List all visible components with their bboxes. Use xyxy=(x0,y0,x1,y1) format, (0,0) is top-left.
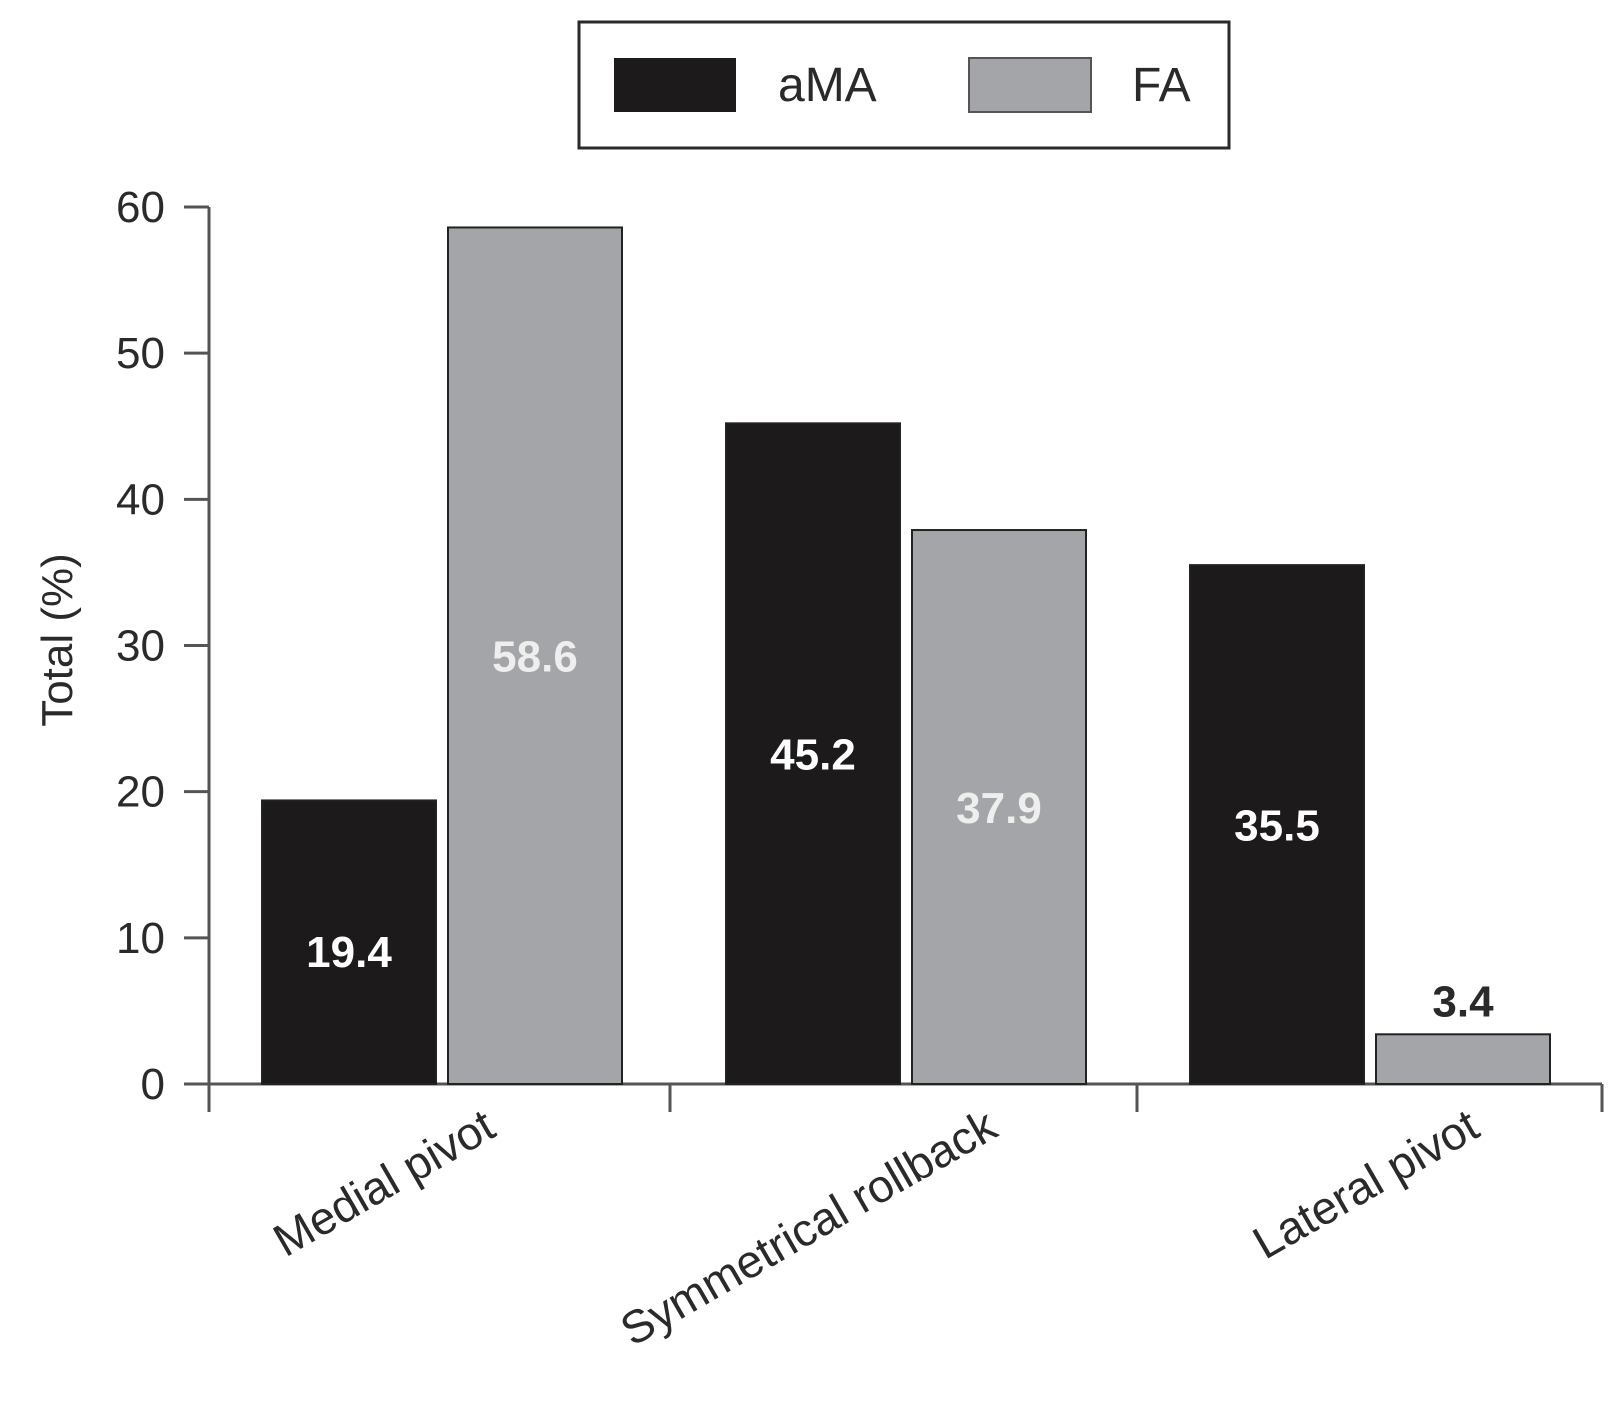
bar-ama-2 xyxy=(725,422,901,1085)
legend-swatch-ama xyxy=(614,58,736,112)
bars xyxy=(261,226,1551,1086)
y-tick-label: 40 xyxy=(116,475,165,524)
bar-fa-1 xyxy=(447,226,623,1086)
y-ticks: 0 10 20 30 40 50 60 xyxy=(116,183,209,1109)
legend-swatch-fa xyxy=(968,57,1092,113)
x-ticks xyxy=(207,1084,1604,1112)
category-labels: Medial pivot Symmetrical rollback Lateral … xyxy=(264,1098,1487,1356)
y-tick-label: 10 xyxy=(116,914,165,963)
legend: aMA FA xyxy=(577,20,1231,150)
category-label-1: Medial pivot xyxy=(264,1099,503,1267)
category-label-3: Lateral pivot xyxy=(1244,1099,1487,1269)
data-labels: 19.4 58.6 45.2 37.9 35.5 3.4 xyxy=(306,633,1494,1027)
data-label-ama-1: 19.4 xyxy=(306,928,392,977)
data-label-fa-1: 58.6 xyxy=(492,633,578,682)
y-axis-title: Total (%) xyxy=(33,553,82,727)
bar-fa-3 xyxy=(1375,1033,1551,1086)
y-tick-label: 20 xyxy=(116,768,165,817)
data-label-ama-2: 45.2 xyxy=(770,731,856,780)
y-tick-label: 50 xyxy=(116,329,165,378)
data-label-fa-3: 3.4 xyxy=(1432,977,1494,1026)
legend-label-ama: aMA xyxy=(778,59,877,112)
data-label-ama-3: 35.5 xyxy=(1234,802,1320,851)
bar-ama-1 xyxy=(261,799,437,1085)
data-label-fa-2: 37.9 xyxy=(956,784,1042,833)
legend-label-fa: FA xyxy=(1132,59,1191,112)
y-tick-label: 30 xyxy=(116,622,165,671)
y-tick-label: 60 xyxy=(116,183,165,232)
bar-ama-3 xyxy=(1189,564,1365,1085)
category-label-2: Symmetrical rollback xyxy=(612,1098,1006,1356)
bar-fa-2 xyxy=(911,529,1087,1085)
y-tick-label: 0 xyxy=(141,1060,165,1109)
